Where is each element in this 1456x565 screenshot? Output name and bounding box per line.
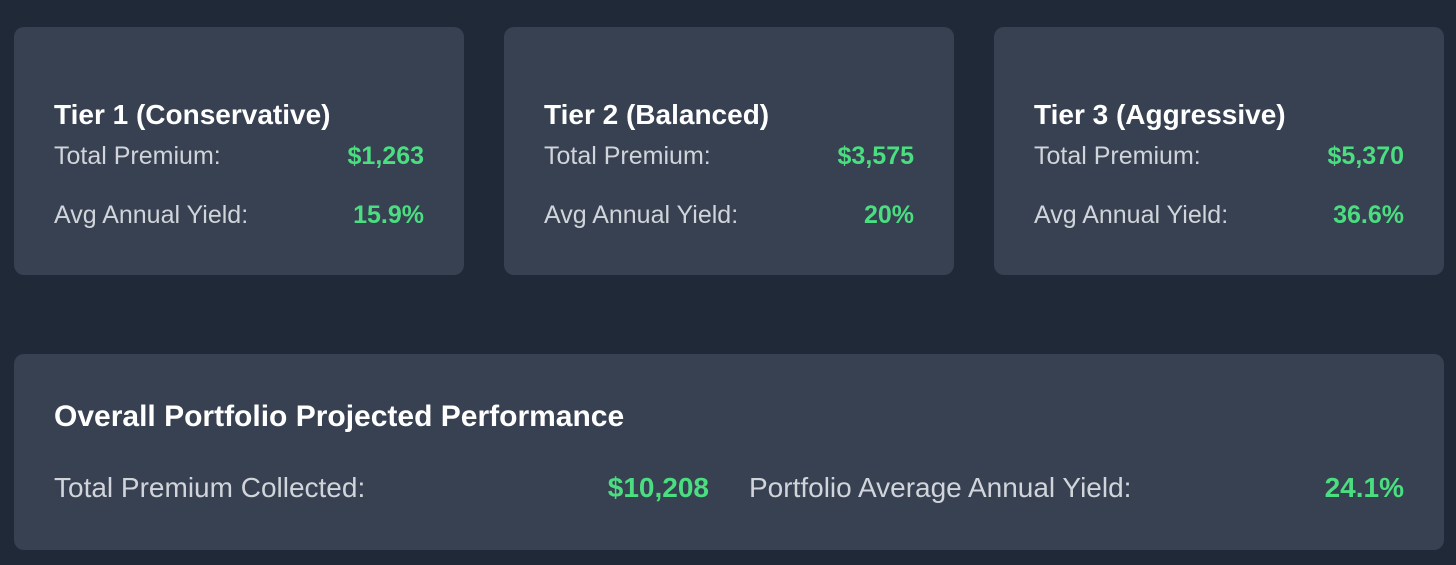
total-premium-value: $5,370 xyxy=(1327,142,1404,170)
tier-title: Tier 3 (Aggressive) xyxy=(1034,99,1286,130)
total-premium-row: Total Premium: $5,370 xyxy=(1034,142,1404,171)
portfolio-yield-value: 24.1% xyxy=(1324,472,1404,503)
total-premium-value: $1,263 xyxy=(347,142,424,170)
avg-annual-yield-label: Avg Annual Yield: xyxy=(54,201,249,229)
tier-1-card: Tier 1 (Conservative) Total Premium: $1,… xyxy=(14,27,464,275)
tier-2-card: Tier 2 (Balanced) Total Premium: $3,575 … xyxy=(504,27,954,275)
total-premium-label: Total Premium: xyxy=(54,142,221,170)
avg-annual-yield-value: 15.9% xyxy=(353,201,424,229)
tier-title: Tier 1 (Conservative) xyxy=(54,99,331,130)
total-premium-collected-value: $10,208 xyxy=(607,472,709,503)
total-premium-label: Total Premium: xyxy=(1034,142,1201,170)
portfolio-yield-row: Portfolio Average Annual Yield: 24.1% xyxy=(749,472,1404,504)
avg-annual-yield-value: 36.6% xyxy=(1333,201,1404,229)
total-premium-collected-row: Total Premium Collected: $10,208 xyxy=(54,472,709,504)
avg-annual-yield-value: 20% xyxy=(863,201,914,229)
total-premium-collected-label: Total Premium Collected: xyxy=(54,472,366,503)
total-premium-label: Total Premium: xyxy=(544,142,711,170)
avg-annual-yield-row: Avg Annual Yield: 15.9% xyxy=(54,201,424,230)
tier-3-card: Tier 3 (Aggressive) Total Premium: $5,37… xyxy=(994,27,1444,275)
total-premium-row: Total Premium: $3,575 xyxy=(544,142,914,171)
avg-annual-yield-row: Avg Annual Yield: 36.6% xyxy=(1034,201,1404,230)
avg-annual-yield-row: Avg Annual Yield: 20% xyxy=(544,201,914,230)
tier-title: Tier 2 (Balanced) xyxy=(544,99,770,130)
overall-portfolio-card: Overall Portfolio Projected Performance … xyxy=(14,354,1444,550)
total-premium-value: $3,575 xyxy=(837,142,914,170)
portfolio-yield-label: Portfolio Average Annual Yield: xyxy=(749,472,1132,503)
overall-title: Overall Portfolio Projected Performance xyxy=(54,400,625,433)
avg-annual-yield-label: Avg Annual Yield: xyxy=(544,201,739,229)
avg-annual-yield-label: Avg Annual Yield: xyxy=(1034,201,1229,229)
total-premium-row: Total Premium: $1,263 xyxy=(54,142,424,171)
